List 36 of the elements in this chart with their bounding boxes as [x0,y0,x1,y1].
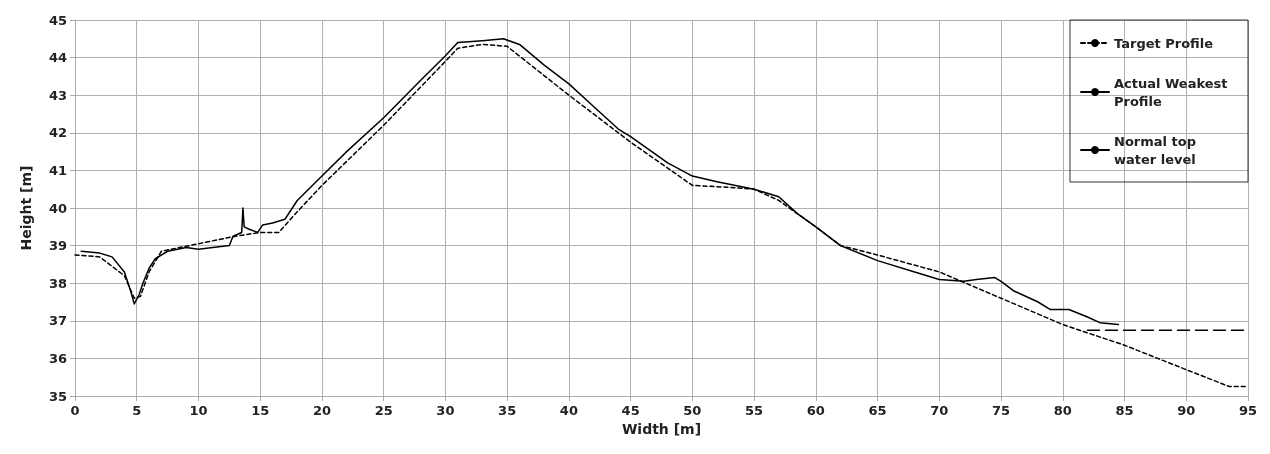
legend-label: Normal top water level [1114,133,1201,167]
x-tick-label: 35 [498,403,517,418]
y-tick-label: 41 [48,162,67,178]
y-axis-title: Height [m] [18,165,34,251]
x-tick-label: 80 [1053,403,1072,418]
x-tick-label: 45 [621,403,640,418]
x-tick-label: 55 [745,403,764,418]
y-tick-label: 38 [48,275,67,291]
y-tick-label: 45 [48,12,67,28]
x-tick-label: 30 [436,403,455,418]
x-tick-label: 15 [251,403,270,418]
x-tick-label: 20 [312,403,331,418]
x-tick-label: 50 [683,403,702,418]
x-tick-label: 70 [930,403,949,418]
x-tick-label: 25 [374,403,393,418]
x-tick-label: 10 [189,403,208,418]
x-tick-label: 90 [1177,403,1196,418]
y-tick-label: 43 [48,87,67,103]
y-tick-label: 37 [48,313,67,329]
x-tick-label: 85 [1115,403,1134,418]
y-tick-label: 42 [48,125,67,141]
x-tick-label: 40 [559,403,578,418]
y-tick-label: 40 [48,200,67,216]
x-tick-label: 65 [868,403,887,418]
x-tick-label: 0 [70,403,80,418]
x-tick-label: 95 [1238,403,1258,418]
y-tick-label: 39 [48,238,67,254]
x-tick-label: 5 [132,403,142,418]
legend-label: Actual Weakest Profile [1114,75,1233,109]
y-tick-label: 44 [48,50,67,66]
x-axis-title: Width [m] [621,421,702,437]
legend-label: Target Profile [1114,35,1214,51]
y-tick-label: 35 [48,388,67,404]
x-tick-label: 60 [806,403,825,418]
x-tick-label: 75 [992,403,1011,418]
y-tick-label: 36 [48,350,67,366]
